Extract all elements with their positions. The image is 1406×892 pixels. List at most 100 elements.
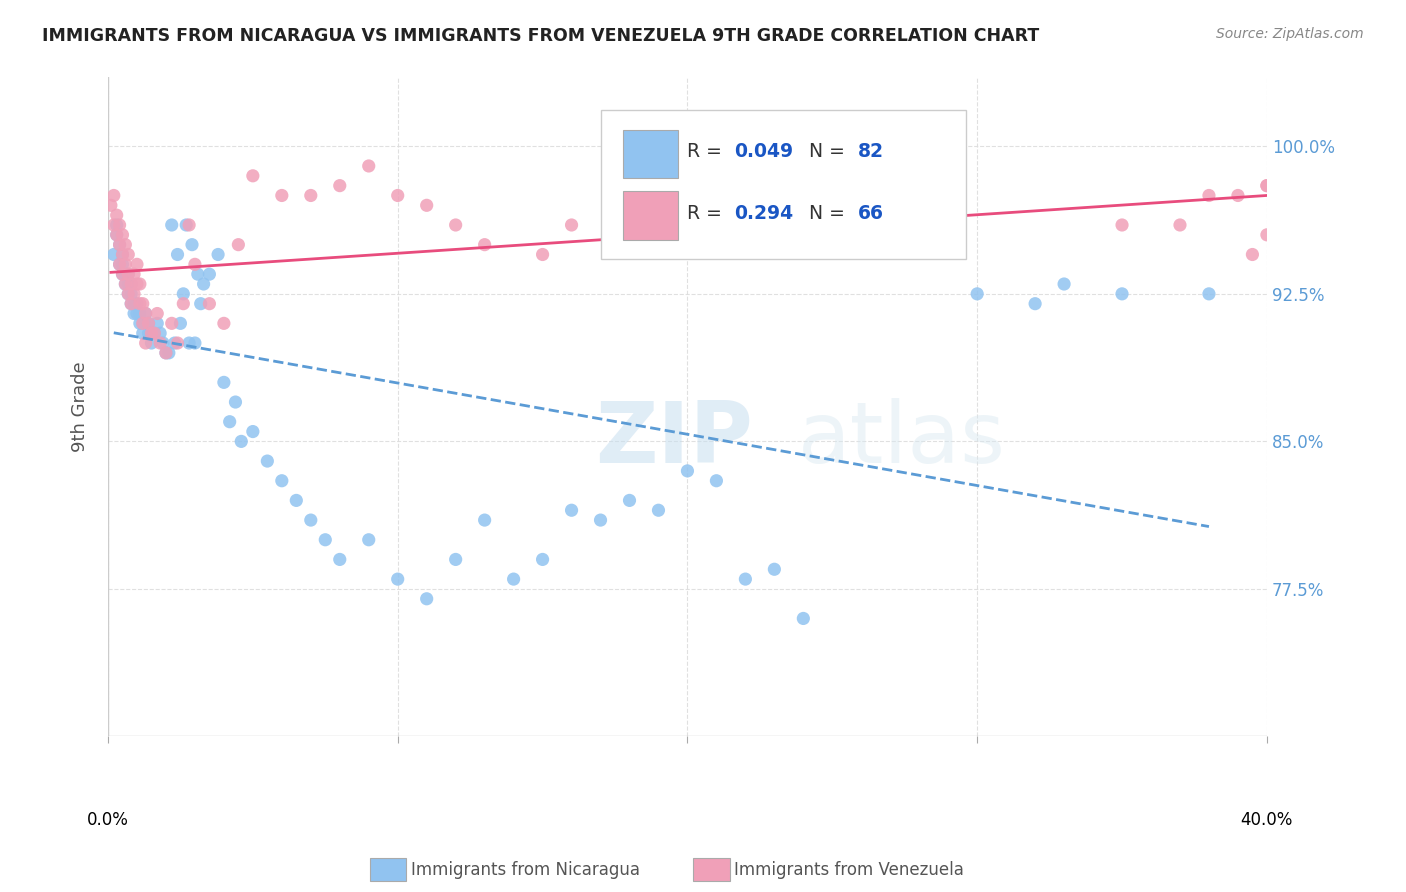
Point <box>589 513 612 527</box>
Point <box>179 218 201 232</box>
Point <box>160 218 183 232</box>
Point <box>120 296 142 310</box>
Text: 82: 82 <box>858 143 884 161</box>
Point <box>179 336 201 351</box>
Text: 66: 66 <box>858 204 884 223</box>
Point <box>105 218 128 232</box>
Point <box>146 306 169 320</box>
Point <box>270 474 292 488</box>
Point <box>111 227 134 242</box>
Point <box>108 218 131 232</box>
Point <box>734 572 756 586</box>
Point <box>531 552 554 566</box>
Point <box>141 326 163 341</box>
Text: 0.049: 0.049 <box>734 143 793 161</box>
Point <box>415 198 437 212</box>
Point <box>122 267 145 281</box>
Point <box>329 178 352 193</box>
Point <box>141 326 163 341</box>
Point <box>125 257 148 271</box>
Point <box>122 306 145 320</box>
Point <box>149 336 172 351</box>
Point <box>122 286 145 301</box>
Point <box>143 326 166 341</box>
Point <box>135 336 157 351</box>
Point <box>135 306 157 320</box>
Text: 0.294: 0.294 <box>734 204 793 223</box>
Point <box>174 218 197 232</box>
Point <box>143 326 166 341</box>
Point <box>108 237 131 252</box>
Point <box>329 552 352 566</box>
Point <box>415 591 437 606</box>
Point <box>120 296 142 310</box>
Point <box>108 237 131 252</box>
Point <box>387 188 409 202</box>
Point <box>357 159 380 173</box>
Point <box>966 286 988 301</box>
Point <box>117 286 139 301</box>
Text: 0.0%: 0.0% <box>87 811 129 830</box>
Point <box>1198 188 1220 202</box>
Point <box>128 306 150 320</box>
Point <box>1053 277 1076 291</box>
Point <box>1024 296 1046 310</box>
Point <box>193 277 215 291</box>
Point <box>706 474 728 488</box>
Point <box>114 267 136 281</box>
Point <box>1256 178 1278 193</box>
Point <box>111 247 134 261</box>
Point <box>128 317 150 331</box>
Point <box>155 346 177 360</box>
Point <box>125 277 148 291</box>
Point <box>619 493 641 508</box>
Point <box>444 218 467 232</box>
Text: Immigrants from Nicaragua: Immigrants from Nicaragua <box>411 861 640 879</box>
Point <box>120 286 142 301</box>
Point <box>128 277 150 291</box>
Point <box>285 493 308 508</box>
Point <box>149 326 172 341</box>
Point <box>792 611 814 625</box>
Point <box>105 227 128 242</box>
Text: IMMIGRANTS FROM NICARAGUA VS IMMIGRANTS FROM VENEZUELA 9TH GRADE CORRELATION CHA: IMMIGRANTS FROM NICARAGUA VS IMMIGRANTS … <box>42 27 1039 45</box>
Point <box>314 533 336 547</box>
FancyBboxPatch shape <box>623 191 678 240</box>
Point <box>120 277 142 291</box>
Point <box>1111 286 1133 301</box>
Point <box>120 277 142 291</box>
Text: atlas: atlas <box>797 399 1005 482</box>
Point <box>1226 188 1249 202</box>
Point <box>763 562 786 576</box>
Point <box>198 267 221 281</box>
Point <box>135 306 157 320</box>
Point <box>132 317 155 331</box>
Point <box>135 317 157 331</box>
Text: Source: ZipAtlas.com: Source: ZipAtlas.com <box>1216 27 1364 41</box>
Point <box>474 513 496 527</box>
Point <box>132 326 155 341</box>
Point <box>111 267 134 281</box>
Point <box>228 237 250 252</box>
Point <box>561 503 583 517</box>
Point <box>270 188 292 202</box>
Point <box>172 296 194 310</box>
Point <box>166 247 188 261</box>
Point <box>166 336 188 351</box>
Text: N =: N = <box>808 143 851 161</box>
Point <box>141 336 163 351</box>
Point <box>138 317 160 331</box>
Text: N =: N = <box>808 204 851 223</box>
Point <box>851 237 873 252</box>
Point <box>561 218 583 232</box>
Point <box>242 169 264 183</box>
Point <box>108 257 131 271</box>
Point <box>1256 178 1278 193</box>
Point <box>1168 218 1191 232</box>
Point <box>474 237 496 252</box>
Text: Immigrants from Venezuela: Immigrants from Venezuela <box>734 861 963 879</box>
Point <box>125 306 148 320</box>
Point <box>190 296 212 310</box>
FancyBboxPatch shape <box>600 111 966 259</box>
Point <box>502 572 524 586</box>
